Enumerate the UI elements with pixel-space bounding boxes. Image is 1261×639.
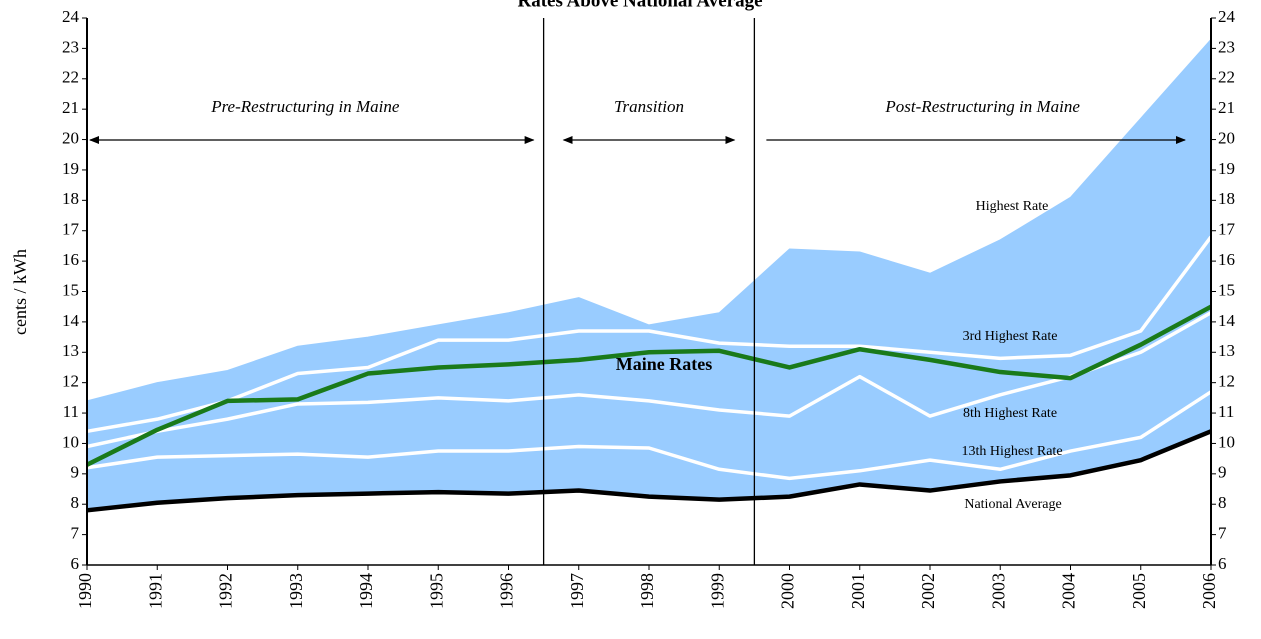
period-label: Transition [614,97,684,116]
y-tick-label: 13 [62,341,79,360]
y-tick-label: 16 [62,250,79,269]
series-line [86,390,1212,481]
x-tick-label: 2000 [778,573,798,609]
chart-title: Rates Above National Average [517,0,762,11]
x-tick-label: 2005 [1129,573,1149,609]
y2-tick-label: 20 [1218,128,1235,147]
y2-tick-label: 18 [1218,189,1235,208]
x-tick-label: 2006 [1199,573,1219,609]
y2-tick-label: 15 [1218,280,1235,299]
y-tick-label: 12 [62,372,79,391]
y-tick-label: 17 [62,220,80,239]
series-line [86,429,1212,513]
y2-tick-label: 24 [1218,7,1236,26]
y2-tick-label: 13 [1218,341,1235,360]
y-tick-label: 21 [62,98,79,117]
period-label: Pre-Restructuring in Maine [210,97,400,116]
x-tick-label: 2003 [988,573,1008,609]
series-line [86,235,1213,434]
series-label: Maine Rates [616,354,712,374]
period-label: Post-Restructuring in Maine [884,97,1080,116]
x-tick-label: 1991 [145,573,165,609]
y2-tick-label: 10 [1218,432,1235,451]
y-tick-label: 18 [62,189,79,208]
x-tick-label: 1999 [707,573,727,609]
y2-tick-label: 12 [1218,372,1235,391]
y2-tick-label: 17 [1218,220,1236,239]
y-tick-label: 6 [71,554,80,573]
y2-tick-label: 6 [1218,554,1227,573]
series-label: 3rd Highest Rate [963,329,1058,344]
x-tick-label: 1992 [216,573,236,609]
y-axis-label: cents / kWh [10,249,30,335]
y-tick-label: 20 [62,128,79,147]
x-tick-label: 1990 [75,573,95,609]
y-tick-label: 19 [62,159,79,178]
y-tick-label: 23 [62,37,79,56]
y2-tick-label: 7 [1218,524,1227,543]
y2-tick-label: 16 [1218,250,1235,269]
x-tick-label: 1993 [286,573,306,609]
x-tick-label: 2004 [1059,573,1079,609]
series-line [85,304,1213,467]
series-label: 8th Highest Rate [963,406,1057,421]
y2-tick-label: 23 [1218,37,1235,56]
y-tick-label: 14 [62,311,80,330]
y-tick-label: 9 [71,463,80,482]
series-label: Highest Rate [976,199,1049,214]
y-tick-label: 24 [62,7,80,26]
y-tick-label: 22 [62,68,79,87]
x-tick-label: 1996 [497,573,517,609]
y-tick-label: 15 [62,280,79,299]
y2-tick-label: 19 [1218,159,1235,178]
x-tick-label: 2001 [848,573,868,609]
series-label: National Average [964,497,1061,512]
x-tick-label: 1997 [567,573,587,609]
y-tick-label: 8 [71,493,80,512]
y2-tick-label: 9 [1218,463,1227,482]
series-label: 13th Highest Rate [961,444,1062,459]
y2-tick-label: 14 [1218,311,1236,330]
y2-tick-label: 8 [1218,493,1227,512]
x-tick-label: 1994 [356,573,376,609]
series-line [86,311,1212,449]
x-tick-label: 2002 [918,573,938,609]
y-tick-label: 7 [71,524,80,543]
y2-tick-label: 21 [1218,98,1235,117]
x-tick-label: 1995 [426,573,446,609]
y-tick-label: 10 [62,432,79,451]
x-tick-label: 1998 [637,573,657,609]
area-edge [86,38,1212,402]
y2-tick-label: 22 [1218,68,1235,87]
y-tick-label: 11 [63,402,79,421]
area-fill [87,39,1211,511]
y2-tick-label: 11 [1218,402,1234,421]
